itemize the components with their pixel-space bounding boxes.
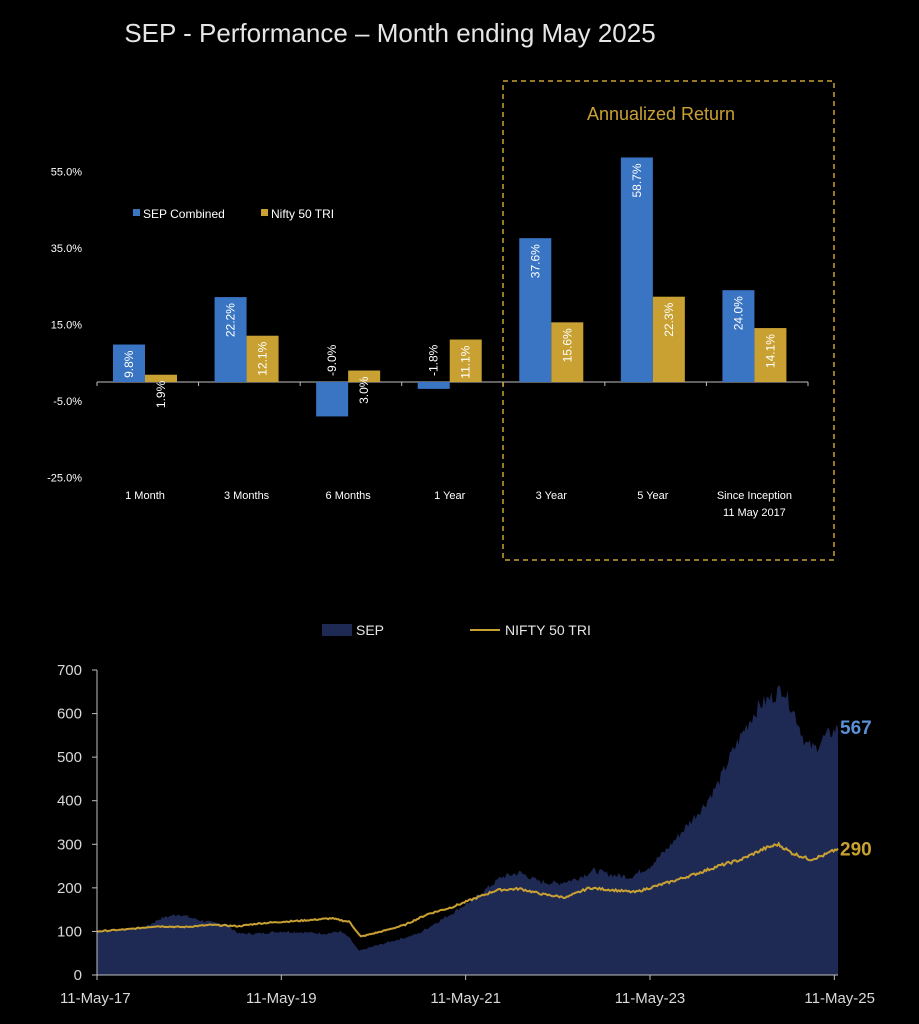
area-x-tick-label: 11-May-17: [60, 990, 131, 1007]
bar-y-tick-label: -25.0%: [47, 473, 82, 485]
bar-category-label: 3 Months: [224, 490, 270, 502]
bar-nifty: [449, 339, 482, 382]
bar-nifty: [754, 328, 787, 382]
bar-y-tick-label: 55.0%: [51, 167, 82, 179]
bar-category-label: 5 Year: [637, 490, 669, 502]
bar-category-label: 1 Month: [125, 490, 165, 502]
bar-data-label: 1.9%: [154, 380, 168, 408]
bar-nifty: [145, 374, 177, 382]
bar-y-tick-label: -5.0%: [53, 396, 82, 408]
area-y-tick-label: 0: [74, 967, 82, 984]
bar-category-label: 11 May 2017: [723, 507, 786, 519]
area-legend-label-sep: SEP: [356, 622, 384, 638]
bar-legend-label: SEP Combined: [143, 207, 225, 221]
sep-area: [97, 684, 838, 975]
bar-y-tick-label: 15.0%: [51, 320, 82, 332]
bar-sep: [316, 382, 349, 417]
bar-data-label: 58.7%: [630, 163, 644, 197]
bar-legend-swatch: [261, 209, 268, 216]
bar-data-label: 22.2%: [224, 303, 238, 337]
annualized-return-box: [502, 80, 835, 561]
area-y-tick-label: 700: [57, 662, 82, 679]
bar-sep: [519, 238, 552, 382]
bar-legend-swatch: [133, 209, 140, 216]
bar-data-label: 3.0%: [357, 376, 371, 404]
bar-category-label: 1 Year: [434, 490, 466, 502]
bar-data-label: 12.1%: [256, 341, 270, 375]
bar-data-label: -9.0%: [325, 344, 339, 376]
bar-data-label: 14.1%: [763, 334, 777, 368]
bar-legend-label: Nifty 50 TRI: [271, 207, 334, 221]
bar-sep: [620, 157, 653, 382]
area-x-tick-label: 11-May-23: [615, 990, 686, 1007]
bar-sep: [214, 297, 247, 382]
area-legend-label-nifty: NIFTY 50 TRI: [505, 622, 591, 638]
area-y-tick-label: 600: [57, 706, 82, 723]
bar-sep: [417, 382, 450, 389]
page-title: SEP - Performance – Month ending May 202…: [124, 18, 656, 48]
area-x-tick-label: 11-May-21: [430, 990, 501, 1007]
bar-data-label: 22.3%: [662, 302, 676, 336]
area-y-tick-label: 300: [57, 836, 82, 853]
bar-chart: 55.0% 35.0% 15.0% -5.0% -25.0% 9.8% 1.9% 1 Mont…: [47, 80, 835, 561]
nifty-end-label: 290: [840, 840, 872, 861]
bar-nifty: [551, 322, 584, 382]
bar-nifty: [652, 296, 685, 382]
area-legend-swatch-sep: [322, 624, 352, 636]
annualized-return-label: Annualized Return: [587, 104, 735, 124]
area-y-tick-label: 500: [57, 749, 82, 766]
area-x-tick-label: 11-May-19: [246, 990, 317, 1007]
bar-category-label: Since Inception: [717, 490, 792, 502]
area-x-tick-label: 11-May-25: [804, 990, 875, 1007]
bar-data-label: 9.8%: [122, 350, 136, 378]
bar-nifty: [246, 335, 279, 382]
bar-data-label: 37.6%: [528, 244, 542, 278]
bar-nifty: [348, 370, 381, 382]
bar-category-label: 6 Months: [326, 490, 372, 502]
growth-area-chart: 0 100 200 300 400 500 600 700 11-May-17 11-May-19…: [57, 622, 875, 1007]
area-y-tick-label: 100: [57, 923, 82, 940]
area-y-tick-label: 400: [57, 793, 82, 810]
area-y-tick-label: 200: [57, 880, 82, 897]
bar-data-label: 24.0%: [731, 296, 745, 330]
bar-category-label: 3 Year: [536, 490, 568, 502]
bar-y-tick-label: 35.0%: [51, 243, 82, 255]
bar-sep: [722, 290, 755, 382]
bar-data-label: 15.6%: [560, 328, 574, 362]
nifty-line: [96, 841, 839, 938]
bar-data-label: -1.8%: [427, 344, 441, 376]
bar-data-label: 11.1%: [459, 345, 473, 378]
sep-end-label: 567: [840, 718, 872, 739]
bar-sep: [113, 344, 145, 382]
